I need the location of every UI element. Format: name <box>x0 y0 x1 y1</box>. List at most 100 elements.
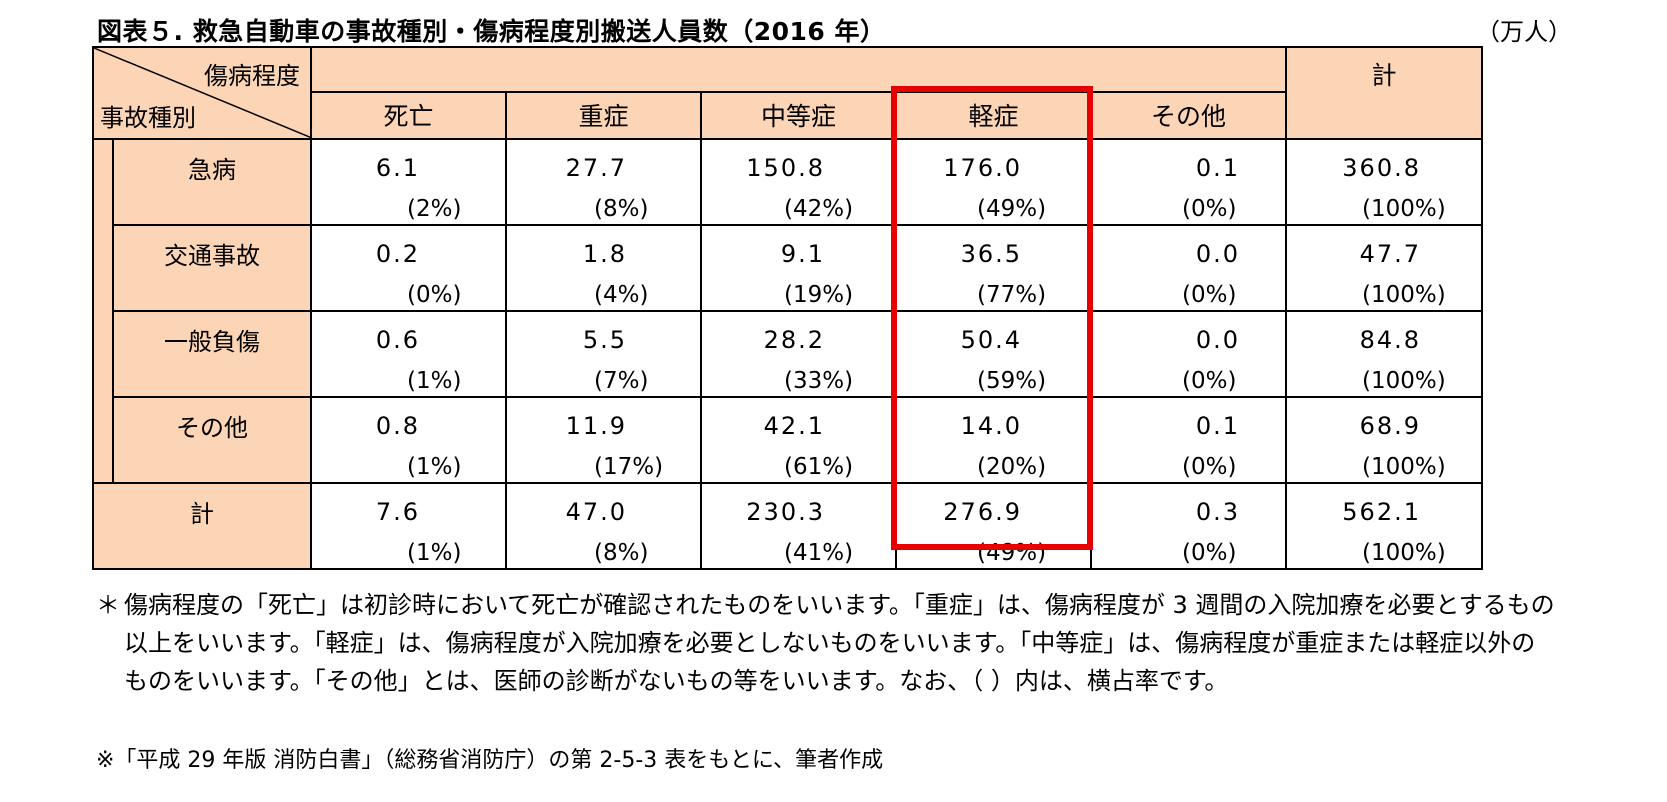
table-cell: 47.7 (100%) <box>1285 224 1483 312</box>
cell-share: (0%) <box>1182 368 1237 394</box>
column-header: 軽症 <box>895 90 1092 141</box>
cell-share: (100%) <box>1362 368 1446 394</box>
table-cell: 562.1 (100%) <box>1285 482 1483 570</box>
cell-value: 0.1 <box>1195 154 1240 182</box>
table-cell: 6.1 (2%) <box>310 138 507 226</box>
cell-value: 0.0 <box>1195 326 1240 354</box>
table-row: 一般負傷 0.6 (1%) 5.5 (7%) 28.2 (33%) 50.4 (59%) 0.0 (… <box>93 310 1483 398</box>
source-note: ※「平成 29 年版 消防白書」（総務省消防庁）の第 2-5-3 表をもとに、筆… <box>96 748 884 773</box>
table-cell: 360.8 (100%) <box>1285 138 1483 226</box>
cell-share: (0%) <box>1182 540 1237 566</box>
column-header: 死亡 <box>310 90 507 141</box>
cell-share: (77%) <box>977 282 1047 308</box>
cell-value: 14.0 <box>960 412 1022 440</box>
cell-share: (2%) <box>407 196 462 222</box>
cell-share: (7%) <box>594 368 649 394</box>
cell-share: (100%) <box>1362 454 1446 480</box>
header-band <box>310 46 1287 93</box>
cell-share: (61%) <box>784 454 854 480</box>
cell-value: 47.0 <box>565 498 627 526</box>
cell-share: (4%) <box>594 282 649 308</box>
table-cell: 1.8 (4%) <box>505 224 702 312</box>
table-row: 急病 6.1 (2%) 27.7 (8%) 150.8 (42%) 176.0 (49%) 0.1… <box>92 138 1483 484</box>
cell-value: 176.0 <box>943 154 1022 182</box>
table-cell: 0.0 (0%) <box>1090 224 1287 312</box>
table-cell: 36.5 (77%) <box>895 224 1092 312</box>
table-cell: 68.9 (100%) <box>1285 396 1483 484</box>
cell-value: 1.8 <box>582 240 627 268</box>
cell-value: 0.0 <box>1195 240 1240 268</box>
cell-value: 0.8 <box>375 412 420 440</box>
corner-diagonal <box>94 48 312 138</box>
column-header: その他 <box>1090 90 1287 141</box>
cell-share: (1%) <box>407 368 462 394</box>
cell-value: 5.5 <box>582 326 627 354</box>
cell-share: (0%) <box>1182 282 1237 308</box>
cell-value: 0.6 <box>375 326 420 354</box>
table-cell: 84.8 (100%) <box>1285 310 1483 398</box>
table-row: 計 7.6 (1%) 47.0 (8%) 230.3 (41%) 276.9 (49%) 0.3(… <box>92 482 1483 570</box>
highlight-frame <box>891 86 1093 550</box>
cell-value: 28.2 <box>763 326 825 354</box>
cell-share: (1%) <box>407 454 462 480</box>
cell-share: (41%) <box>784 540 854 566</box>
column-header: 重症 <box>505 90 702 141</box>
cell-share: (0%) <box>407 282 462 308</box>
table-cell: 27.7 (8%) <box>505 138 702 226</box>
footnote-text: 傷病程度の「死亡」は初診時において死亡が確認されたものをいいます。「重症」は、傷… <box>124 591 1555 695</box>
table-cell: 0.1 (0%) <box>1090 396 1287 484</box>
cell-value: 50.4 <box>960 326 1022 354</box>
row-label: その他 <box>112 396 312 484</box>
cell-share: (8%) <box>594 196 649 222</box>
table-cell: 150.8 (42%) <box>700 138 897 226</box>
table-cell: 0.3 (0%) <box>1090 482 1287 570</box>
cell-share: (100%) <box>1362 196 1446 222</box>
table-cell: 7.6 (1%) <box>310 482 507 570</box>
cell-value: 0.3 <box>1195 498 1240 526</box>
cell-value: 47.7 <box>1359 240 1421 268</box>
table-cell: 11.9 (17%) <box>505 396 702 484</box>
cell-value: 9.1 <box>780 240 825 268</box>
cell-share: (8%) <box>594 540 649 566</box>
cell-value: 562.1 <box>1342 498 1421 526</box>
cell-share: (20%) <box>977 454 1047 480</box>
cell-value: 230.3 <box>746 498 825 526</box>
corner-header: 傷病程度 事故種別 <box>92 46 312 140</box>
table-cell: 0.0 (0%) <box>1090 310 1287 398</box>
cell-value: 6.1 <box>375 154 420 182</box>
cell-share: (33%) <box>784 368 854 394</box>
row-label: 一般負傷 <box>112 310 312 398</box>
cell-share: (100%) <box>1362 282 1446 308</box>
cell-share: (59%) <box>977 368 1047 394</box>
cell-value: 150.8 <box>746 154 825 182</box>
cell-value: 0.1 <box>1195 412 1240 440</box>
cell-value: 36.5 <box>960 240 1022 268</box>
table-cell: 28.2 (33%) <box>700 310 897 398</box>
table-cell: 0.2 (0%) <box>310 224 507 312</box>
column-header-total: 計 <box>1285 46 1483 140</box>
row-label: 計 <box>92 482 312 570</box>
cell-value: 11.9 <box>565 412 627 440</box>
cell-value: 68.9 <box>1359 412 1421 440</box>
table-row: 交通事故 0.2 (0%) 1.8 (4%) 9.1 (19%) 36.5 (77%) 0.0 (0… <box>93 224 1483 312</box>
row-label: 交通事故 <box>112 224 312 312</box>
cell-value: 27.7 <box>565 154 627 182</box>
table-row: その他 0.8 (1%) 11.9 (17%) 42.1 (61%) 14.0 (20%) 0.1… <box>93 396 1483 484</box>
cell-share: (49%) <box>977 196 1047 222</box>
cell-share: (42%) <box>784 196 854 222</box>
table-cell: 50.4 (59%) <box>895 310 1092 398</box>
cell-value: 276.9 <box>943 498 1022 526</box>
footnote-mark: ＊ <box>96 591 120 619</box>
cell-value: 7.6 <box>375 498 420 526</box>
data-table: 傷病程度 事故種別 計 死亡 重症 中等症 軽症 その他 急病 6.1 (2%) 27.7 (8… <box>92 46 1483 570</box>
corner-top-label: 傷病程度 <box>204 62 300 90</box>
table-cell: 42.1 (61%) <box>700 396 897 484</box>
cell-share: (100%) <box>1362 540 1446 566</box>
corner-bottom-label: 事故種別 <box>100 104 196 132</box>
cell-value: 360.8 <box>1342 154 1421 182</box>
cell-share: (0%) <box>1182 454 1237 480</box>
cell-share: (0%) <box>1182 196 1237 222</box>
cell-share: (1%) <box>407 540 462 566</box>
cell-value: 42.1 <box>763 412 825 440</box>
cell-value: 84.8 <box>1359 326 1421 354</box>
